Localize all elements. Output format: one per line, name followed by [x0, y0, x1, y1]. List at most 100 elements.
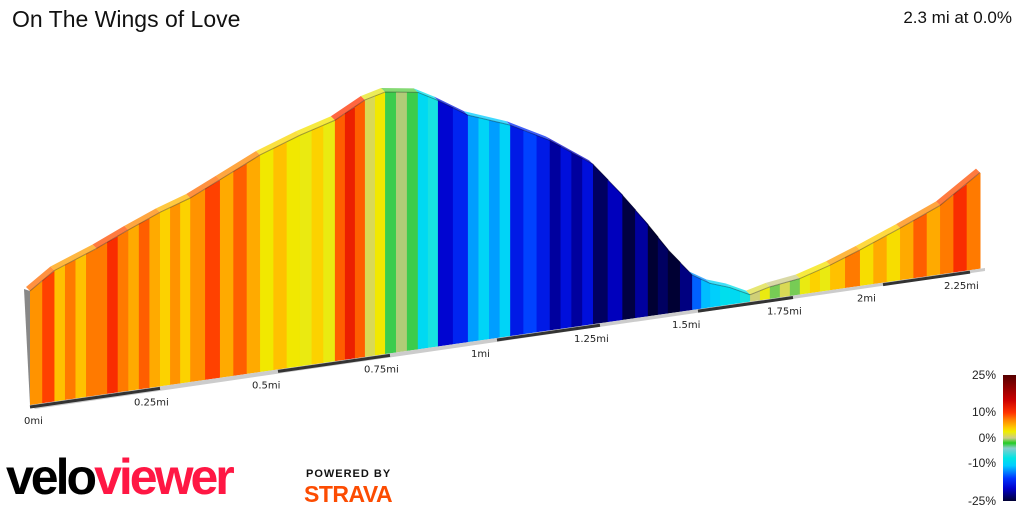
grade-segment: [427, 96, 439, 348]
grade-segment: [966, 172, 981, 271]
grade-segment: [657, 236, 669, 315]
veloviewer-logo: veloviewer: [6, 449, 235, 505]
grade-segment: [364, 95, 376, 357]
x-tick-label: 1.5mi: [672, 320, 700, 331]
grade-segment: [75, 253, 87, 399]
grade-segment: [128, 224, 140, 391]
grade-segment: [385, 92, 397, 355]
x-axis-scale-segment: [882, 270, 971, 287]
x-tick-label: 0mi: [24, 416, 43, 427]
grade-segment: [750, 290, 761, 302]
grade-segment: [873, 235, 888, 284]
grade-segment: [478, 117, 490, 341]
legend-label-10: 10%: [971, 405, 996, 419]
grade-segment: [536, 135, 551, 333]
grade-segment: [571, 152, 583, 328]
profile-top-face: [433, 96, 468, 116]
grade-segment: [260, 148, 274, 372]
profile-top-face: [663, 245, 693, 275]
grade-segment: [406, 92, 419, 351]
grade-segment: [647, 224, 659, 317]
grade-segment: [334, 113, 346, 362]
profile-top-face: [360, 88, 386, 100]
x-tick-label: 0.75mi: [364, 364, 399, 375]
profile-top-face: [295, 116, 335, 136]
grade-segment: [138, 218, 150, 390]
grade-segment: [692, 274, 702, 310]
grade-segment: [246, 154, 261, 374]
grade-segment: [323, 120, 336, 363]
profile-top-face: [855, 224, 901, 250]
grade-segment: [739, 291, 751, 304]
grade-segment: [467, 115, 479, 343]
x-axis-scale-segment: [697, 296, 794, 313]
grade-segment: [701, 279, 711, 309]
x-tick-label: 1.75mi: [767, 307, 802, 318]
grade-segment: [286, 135, 301, 369]
profile-top-face: [826, 245, 860, 266]
grade-segment: [30, 280, 43, 405]
profile-top-face: [688, 270, 711, 284]
grade-segment: [820, 265, 831, 292]
grade-segment: [344, 106, 356, 360]
profile-top-face: [215, 150, 261, 180]
route-summary: 2.3 mi at 0.0%: [903, 8, 1012, 27]
profile-top-face: [413, 88, 438, 101]
grade-segment: [395, 92, 408, 353]
grade-segment: [160, 207, 171, 387]
grade-segment: [913, 212, 928, 279]
x-axis-scale-segment: [277, 353, 391, 373]
profile-top-face: [26, 266, 55, 291]
legend-label-minus10: -10%: [967, 456, 996, 470]
grade-segment: [417, 92, 429, 350]
profile-top-face: [381, 88, 418, 93]
grade-segment: [354, 99, 366, 359]
grade-segment: [710, 283, 721, 308]
grade-segment: [789, 278, 801, 296]
strava-logo: STRAVA: [304, 481, 393, 507]
grade-segment: [582, 158, 594, 326]
x-tick-label: 2mi: [857, 294, 876, 305]
profile-top-face: [795, 261, 831, 279]
profile-top-face: [765, 274, 800, 287]
grade-segment: [845, 249, 861, 289]
profile-top-face: [588, 160, 623, 195]
profile-top-face: [545, 136, 593, 165]
grade-segment: [549, 140, 562, 331]
x-tick-label: 1.25mi: [574, 334, 609, 345]
grade-segment: [437, 100, 454, 347]
grade-segment: [667, 249, 681, 314]
legend-label-25: 25%: [971, 368, 996, 382]
profile-top-edge: [29, 91, 981, 296]
grade-segment: [779, 281, 791, 298]
profile-top-face: [463, 111, 511, 126]
profile-top-face: [706, 279, 730, 288]
profile-top-face: [506, 121, 550, 141]
grade-segment: [149, 212, 161, 388]
x-tick-label: 1mi: [471, 349, 490, 360]
x-axis-scale-segment: [29, 386, 161, 409]
grade-segment: [54, 264, 66, 402]
profile-top-face: [256, 131, 300, 155]
profile-top-face: [156, 194, 191, 213]
grade-segment: [219, 171, 234, 378]
grade-segment: [374, 92, 386, 356]
grade-segment: [799, 274, 811, 295]
grade-segment: [64, 259, 76, 400]
grade-segment: [635, 209, 649, 319]
profile-top-face: [186, 175, 220, 199]
grade-segment: [233, 163, 248, 376]
grade-segment: [117, 229, 129, 393]
grade-segment: [900, 220, 914, 281]
profile-top-face: [936, 168, 980, 206]
legend-label-minus25: -25%: [967, 494, 996, 508]
x-tick-label: 0.25mi: [134, 397, 169, 408]
profile-top-face: [746, 282, 770, 295]
route-title: On The Wings of Love: [12, 6, 241, 32]
profile-top-face: [618, 190, 648, 225]
grade-segment: [96, 242, 108, 396]
grade-segment: [42, 270, 55, 404]
grade-segment: [592, 164, 609, 325]
grade-segment: [720, 285, 731, 306]
